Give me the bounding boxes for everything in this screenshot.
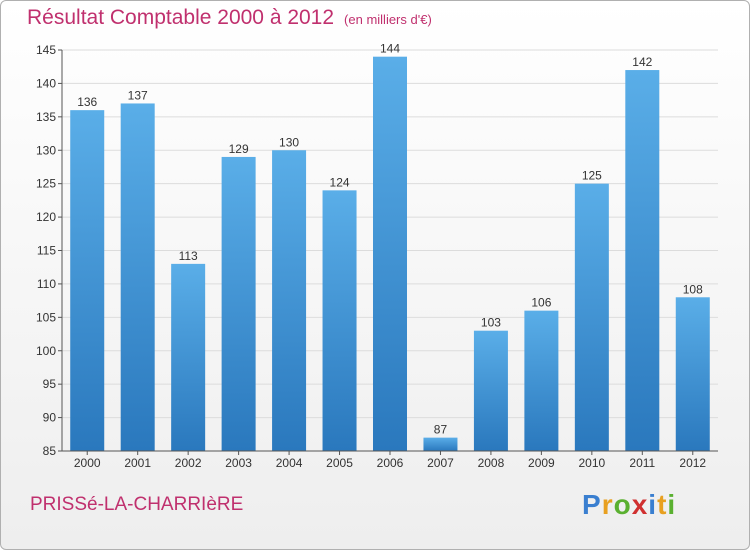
y-tick-label: 105	[36, 310, 56, 324]
logo-letter: P	[582, 489, 602, 520]
data-label-2010: 125	[582, 169, 602, 183]
bar-2012	[675, 297, 710, 451]
y-tick-label: 125	[36, 177, 56, 191]
y-tick-label: 85	[43, 444, 57, 458]
x-tick-label-2005: 2005	[326, 456, 353, 470]
data-label-2007: 87	[434, 423, 448, 437]
x-tick-label-2000: 2000	[74, 456, 101, 470]
data-label-2000: 136	[77, 95, 97, 109]
chart-title-text: Résultat Comptable 2000 à 2012	[27, 6, 335, 29]
data-label-2008: 103	[481, 316, 501, 330]
x-tick-label-2010: 2010	[578, 456, 605, 470]
y-tick-label: 145	[36, 43, 56, 57]
bar-2004	[272, 150, 307, 451]
data-label-2003: 129	[229, 142, 249, 156]
bar-2002	[171, 263, 206, 451]
bar-2006	[373, 56, 407, 451]
data-label-2012: 108	[683, 282, 703, 296]
y-tick-label: 110	[37, 277, 56, 291]
bar-2008	[473, 330, 508, 451]
x-tick-label-2003: 2003	[225, 456, 252, 470]
x-tick-label-2006: 2006	[377, 456, 404, 470]
logo-letter: x	[631, 489, 649, 520]
y-tick-label: 140	[36, 76, 56, 90]
data-label-2011: 142	[632, 55, 652, 69]
x-tick-label-2002: 2002	[175, 456, 202, 470]
bar-2005	[322, 190, 357, 451]
bar-2000	[70, 110, 105, 452]
x-tick-label-2012: 2012	[679, 456, 706, 470]
logo-letter: r	[601, 489, 614, 520]
place-name: PRISSé-LA-CHARRIèRE	[30, 494, 244, 515]
x-tick-label-2009: 2009	[528, 456, 555, 470]
bars: 136 137 113 129 130 124 144 87 103 106 125 142 108	[70, 42, 710, 452]
x-tick-label-2008: 2008	[478, 456, 505, 470]
x-tick-label-2001: 2001	[124, 456, 151, 470]
y-tick-label: 100	[36, 344, 56, 358]
y-tick-label: 115	[37, 244, 56, 258]
data-label-2009: 106	[531, 296, 551, 310]
bar-2003	[221, 156, 256, 451]
bar-2001	[120, 103, 155, 451]
data-label-2005: 124	[330, 175, 350, 189]
bar-2009	[524, 310, 559, 451]
y-tick-label: 90	[43, 411, 57, 425]
logo-letter: t	[657, 489, 668, 520]
axes: 85 90 95 100 105 110 115 120 125 130 135 140 145 2000…	[36, 43, 718, 470]
bar-2011	[625, 70, 660, 452]
y-tick-label: 135	[36, 110, 56, 124]
x-tick-label-2007: 2007	[427, 456, 454, 470]
proxiti-logo: Proxiti	[582, 489, 676, 521]
y-tick-label: 130	[36, 143, 56, 157]
bar-2010	[574, 183, 609, 451]
bar-2007	[423, 437, 458, 451]
data-label-2001: 137	[128, 88, 148, 102]
data-label-2006: 144	[380, 42, 400, 56]
y-tick-label: 95	[43, 377, 57, 391]
data-label-2002: 113	[179, 249, 198, 263]
chart-subtitle: (en milliers d'€)	[344, 12, 432, 27]
x-tick-label-2004: 2004	[276, 456, 303, 470]
data-label-2004: 130	[279, 135, 299, 149]
chart-title: Résultat Comptable 2000 à 2012 (en millie…	[27, 6, 432, 30]
logo-letter: i	[667, 489, 677, 520]
logo-letter: o	[613, 489, 632, 520]
y-tick-label: 120	[36, 210, 56, 224]
x-tick-label-2011: 2011	[629, 456, 655, 470]
logo-letter: i	[648, 489, 658, 520]
